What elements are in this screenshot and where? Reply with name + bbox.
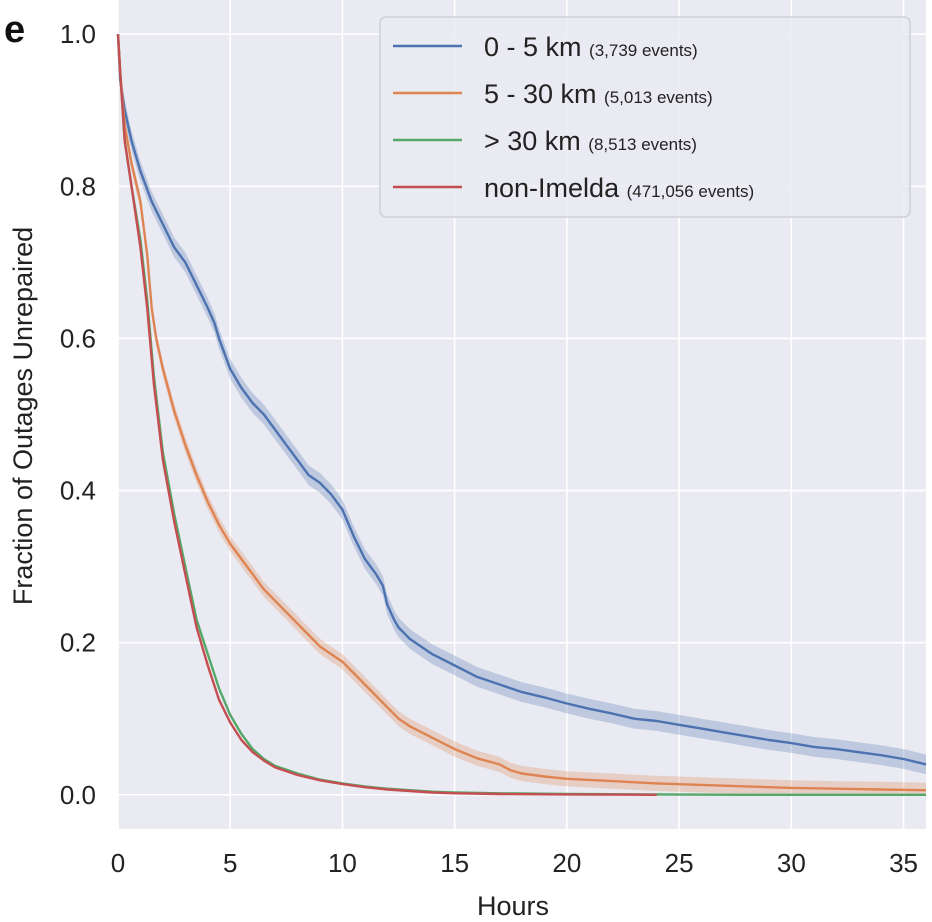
legend-count-30-km: (8,513 events)	[588, 135, 697, 154]
series-line-non-imelda	[116, 34, 657, 796]
y-tick-label: 0.4	[60, 476, 96, 506]
x-tick-label: 20	[552, 848, 581, 878]
panel-label: e	[4, 9, 25, 51]
series-lines	[116, 34, 927, 796]
legend-count-5-30-km: (5,013 events)	[604, 88, 713, 107]
x-tick-label: 15	[440, 848, 469, 878]
x-tick-label: 10	[328, 848, 357, 878]
y-tick-label: 1.0	[60, 19, 96, 49]
y-tick-label: 0.8	[60, 171, 96, 201]
x-tick-label: 0	[111, 848, 125, 878]
x-tick-label: 5	[223, 848, 237, 878]
legend-box	[379, 16, 911, 218]
x-tick-label: 25	[665, 848, 694, 878]
legend-entry-non-imelda: non-Imelda (471,056 events)	[484, 173, 754, 203]
y-tick-labels: 0.0 0.2 0.4 0.6 0.8 1.0	[60, 19, 96, 810]
x-axis-label: Hours	[477, 891, 549, 921]
x-tick-label: 30	[777, 848, 806, 878]
legend-count-0-5-km: (3,739 events)	[589, 41, 698, 60]
y-tick-label: 0.0	[60, 780, 96, 810]
y-tick-label: 0.6	[60, 323, 96, 353]
series-line-0-5-km	[116, 34, 927, 766]
y-tick-label: 0.2	[60, 628, 96, 658]
legend-count-non-imelda: (471,056 events)	[627, 182, 755, 201]
x-tick-label: 35	[889, 848, 918, 878]
y-axis-label: Fraction of Outages Unrepaired	[8, 227, 38, 605]
x-tick-labels: 0 5 10 15 20 25 30 35	[111, 848, 918, 878]
legend: 0 - 5 km (3,739 events)5 - 30 km (5,013 …	[379, 16, 911, 218]
series-line-5-30-km	[116, 34, 927, 792]
